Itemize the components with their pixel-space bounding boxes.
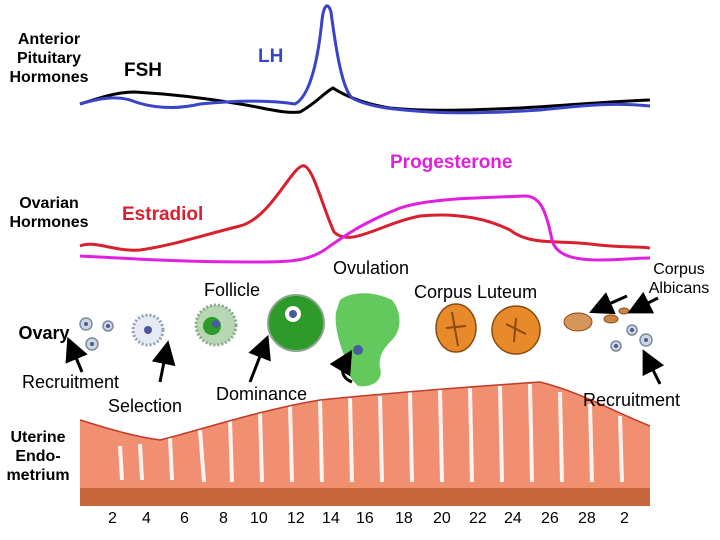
selected-follicle (131, 313, 165, 347)
ovarian-hormones-label: Ovarian Hormones (9, 195, 89, 231)
corpus-luteum (435, 303, 541, 355)
pituitary-hormones-label: Anterior Pituitary Hormones (9, 31, 89, 86)
endometrium-layer (79, 381, 651, 506)
day-16: 16 (356, 510, 374, 527)
dominance-label: Dominance (216, 384, 308, 404)
day-14: 14 (322, 510, 340, 527)
ovulation-label: Ovulation (333, 258, 410, 278)
day-6: 6 (180, 510, 189, 527)
growing-follicle (194, 303, 238, 347)
lh-label: LH (258, 46, 284, 67)
recruitment-follicles-right (610, 324, 653, 352)
day-2-next: 2 (620, 510, 629, 527)
day-10: 10 (250, 510, 268, 527)
ovary-label: Ovary (18, 323, 70, 343)
day-4: 4 (142, 510, 151, 527)
endometrium-label: Uterine Endo- metrium (6, 429, 70, 484)
corpus-albicans-label: Corpus Albicans (648, 261, 710, 297)
day-2: 2 (108, 510, 117, 527)
recruitment-right-label: Recruitment (583, 390, 681, 410)
follicle-label: Follicle (204, 280, 261, 300)
selection-label: Selection (108, 396, 183, 416)
estradiol-curve (79, 164, 651, 252)
lh-curve (79, 4, 651, 115)
day-8: 8 (219, 510, 228, 527)
progesterone-curve (79, 194, 651, 264)
day-26: 26 (541, 510, 559, 527)
ovulating-follicle (335, 293, 400, 387)
arrows (65, 291, 665, 385)
progesterone-label: Progesterone (390, 152, 513, 173)
day-12: 12 (287, 510, 305, 527)
fsh-curve (79, 86, 651, 114)
day-24: 24 (504, 510, 522, 527)
recruitment-left-label: Recruitment (22, 372, 120, 392)
fsh-label: FSH (124, 60, 162, 81)
estradiol-label: Estradiol (122, 204, 204, 225)
day-28: 28 (578, 510, 596, 527)
day-18: 18 (395, 510, 413, 527)
day-20: 20 (433, 510, 451, 527)
corpus-luteum-label: Corpus Luteum (414, 282, 538, 302)
recruitment-follicles-left (79, 317, 114, 351)
dominant-follicle (267, 294, 325, 352)
day-22: 22 (469, 510, 487, 527)
corpus-albicans (563, 307, 630, 332)
